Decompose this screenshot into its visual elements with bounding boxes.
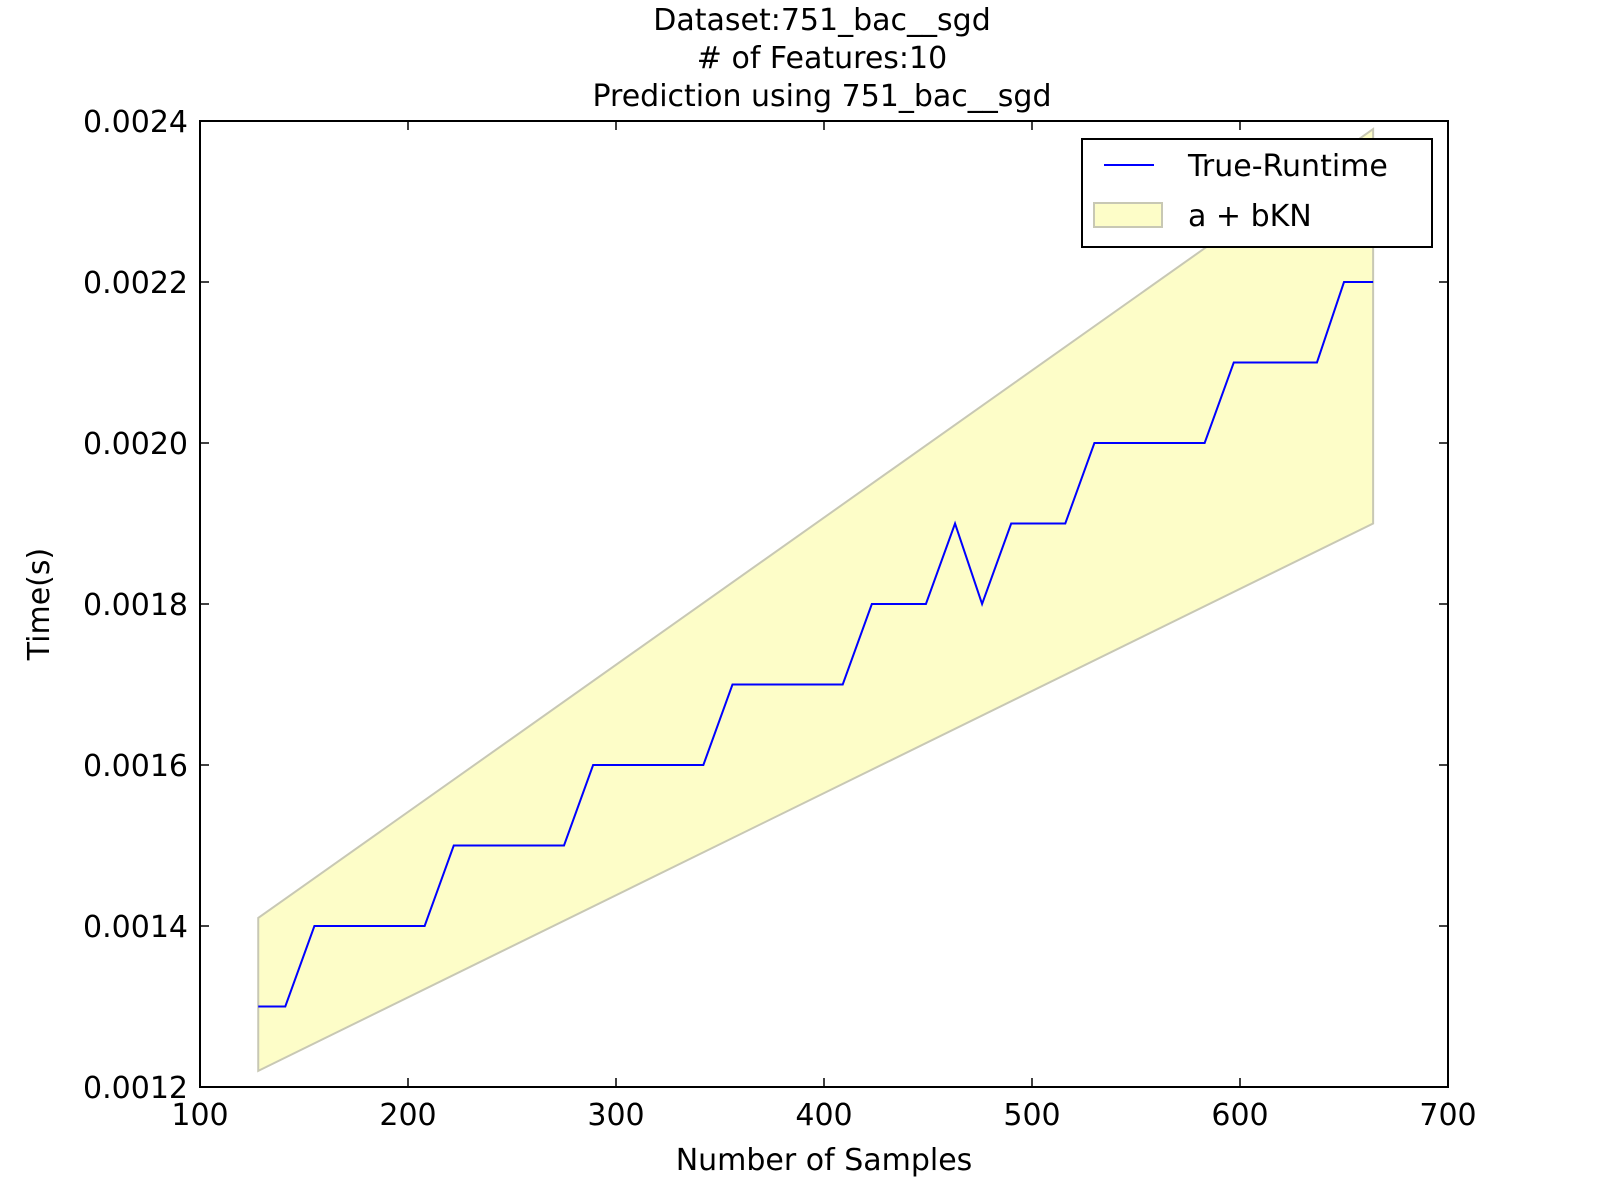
series-line-true-runtime (258, 281, 1374, 1008)
chart-title-line-3: Prediction using 751_bac__sgd (592, 79, 1051, 114)
y-tick-label: 0.0018 (83, 588, 188, 623)
y-tick-label: 0.0022 (83, 266, 188, 301)
legend-label-a-bkn: a + bKN (1188, 199, 1312, 234)
chart-title-line-1: Dataset:751_bac__sgd (653, 3, 991, 38)
legend-box (1081, 138, 1433, 248)
x-tick-label: 300 (587, 1098, 644, 1133)
x-tick-label: 400 (795, 1098, 852, 1133)
y-tick-label: 0.0020 (83, 427, 188, 462)
chart-title-line-2: # of Features:10 (697, 41, 947, 76)
legend-label-true-runtime: True-Runtime (1187, 149, 1388, 184)
x-tick-label: 100 (171, 1098, 228, 1133)
x-tick-label: 700 (1419, 1098, 1476, 1133)
y-tick-label: 0.0024 (83, 105, 188, 140)
x-axis: 100 200 300 400 500 600 700 (171, 121, 1477, 1133)
y-axis-label: Time(s) (22, 548, 57, 661)
legend-swatch-a-bkn (1093, 202, 1163, 228)
chart-title: Dataset:751_bac__sgd # of Features:10 Pr… (592, 3, 1051, 114)
x-tick-label: 600 (1211, 1098, 1268, 1133)
plot-area (257, 127, 1375, 1073)
y-tick-label: 0.0014 (83, 910, 188, 945)
y-tick-label: 0.0012 (83, 1071, 188, 1106)
y-axis: 0.0012 0.0014 0.0016 0.0018 0.0020 0.0022 0.00… (83, 105, 1448, 1106)
x-axis-label: Number of Samples (676, 1143, 973, 1178)
y-tick-label: 0.0016 (83, 749, 188, 784)
band-a-bkn (257, 127, 1375, 1073)
legend: True-Runtime a + bKN (1081, 138, 1433, 248)
x-tick-label: 500 (1003, 1098, 1060, 1133)
x-tick-label: 200 (379, 1098, 436, 1133)
